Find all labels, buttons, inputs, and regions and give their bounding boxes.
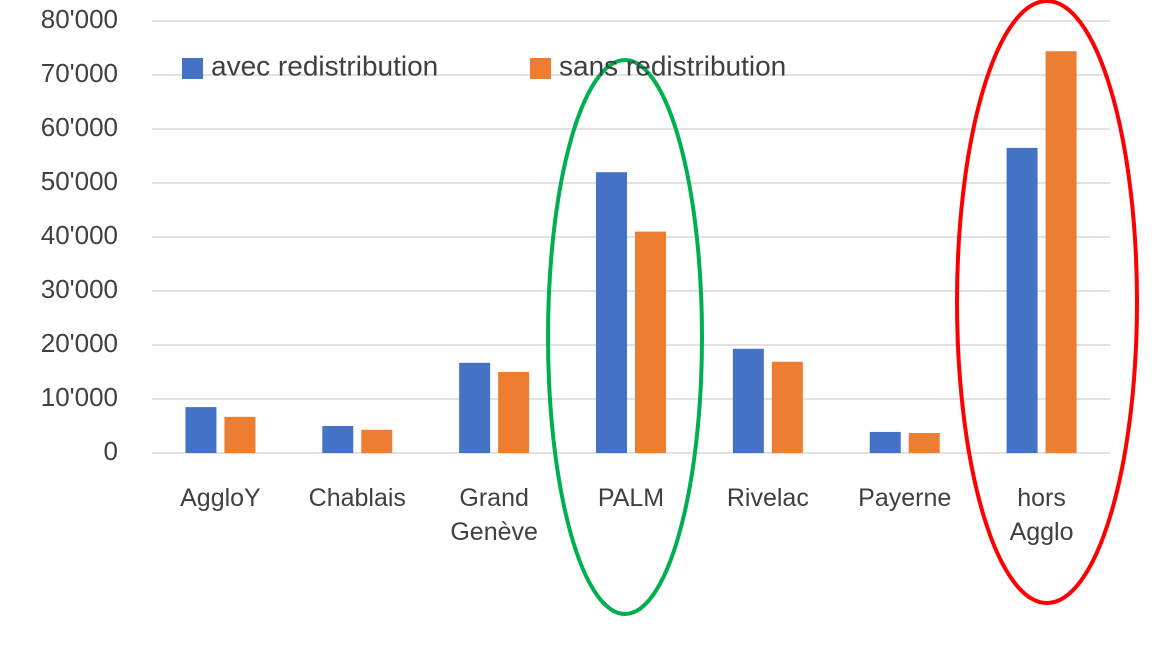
y-tick-label: 40'000	[41, 220, 118, 250]
x-tick-label: Payerne	[858, 484, 952, 512]
bar	[224, 416, 256, 453]
x-tick-label: Chablais	[308, 484, 406, 512]
bar	[732, 348, 764, 453]
legend-swatch	[182, 58, 203, 79]
bar	[322, 426, 354, 453]
bar	[459, 362, 491, 453]
x-tick-label: Grand Genève	[450, 484, 538, 546]
y-tick-label: 70'000	[41, 58, 118, 88]
y-tick-label: 80'000	[41, 4, 118, 34]
bar	[908, 433, 940, 453]
y-tick-label: 50'000	[41, 166, 118, 196]
highlight-ellipse	[546, 58, 704, 616]
y-tick-label: 0	[104, 436, 118, 466]
legend-label: avec redistribution	[211, 50, 438, 81]
highlight-ellipse	[955, 0, 1139, 605]
bar	[361, 429, 393, 453]
y-tick-label: 20'000	[41, 328, 118, 358]
bars	[185, 51, 1077, 454]
bar	[1006, 147, 1038, 453]
bar	[1045, 51, 1077, 454]
grid	[152, 20, 1110, 454]
x-tick-label: AggloY	[180, 484, 261, 512]
bar	[596, 172, 627, 453]
y-tick-label: 30'000	[41, 274, 118, 304]
x-tick-label: Rivelac	[726, 484, 809, 512]
bar	[498, 372, 530, 453]
x-tick-label: hors Agglo	[1009, 484, 1074, 546]
bar	[635, 231, 666, 453]
y-tick-label: 60'000	[41, 112, 118, 142]
bar	[869, 431, 901, 453]
bar	[185, 407, 217, 453]
y-tick-label: 10'000	[41, 382, 118, 412]
bar	[771, 361, 803, 453]
legend-label: sans redistribution	[559, 50, 786, 81]
legend-swatch	[530, 58, 551, 79]
x-tick-label: PALM	[597, 484, 665, 512]
